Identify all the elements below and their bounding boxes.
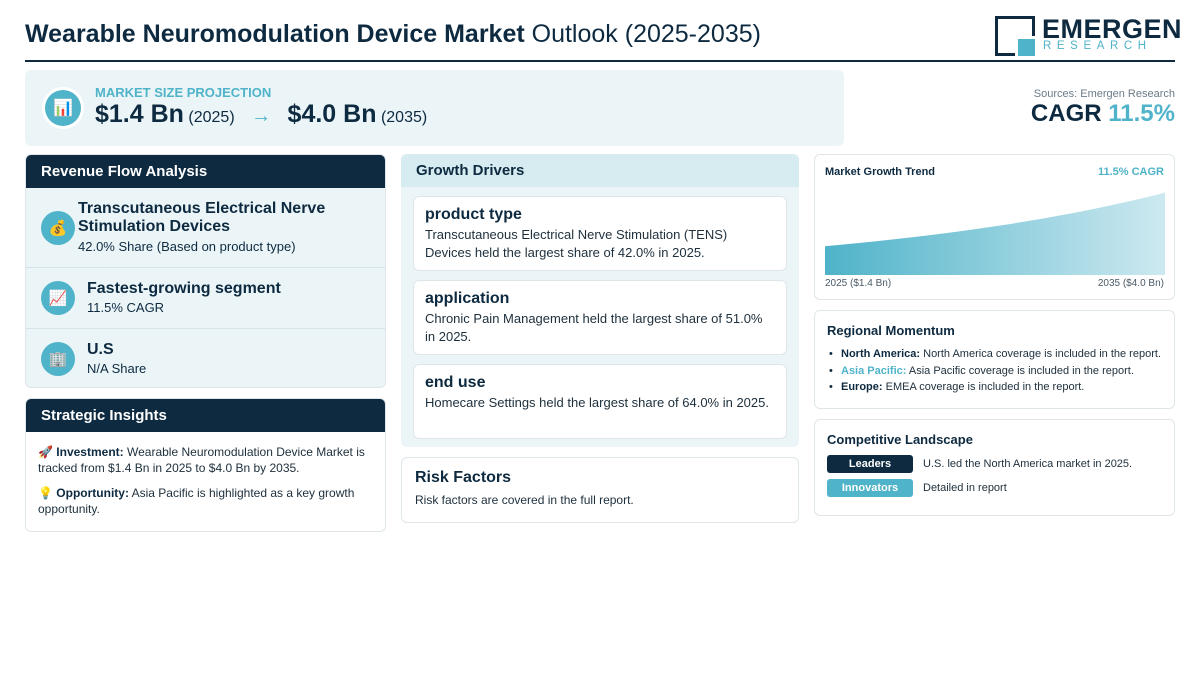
list-item: North America: North America coverage is… <box>827 346 1162 363</box>
strategic-insights-title: Strategic Insights <box>26 399 385 432</box>
bar-chart-icon: 📊 <box>45 90 81 126</box>
growth-drivers-card: Growth Drivers product type Transcutaneo… <box>401 154 799 447</box>
leaders-badge: Leaders <box>827 455 913 473</box>
page-title: Wearable Neuromodulation Device Market O… <box>25 20 761 49</box>
market-growth-trend-card: Market Growth Trend 11.5% CAGR 2025 ($1.… <box>814 154 1175 300</box>
trend-title: Market Growth Trend <box>825 166 936 178</box>
investment-text: Wearable Neuromodulation Device Market i… <box>38 445 365 475</box>
lightbulb-icon: 💡 <box>38 486 53 500</box>
emergen-logo: EMERGEN RESEARCH <box>995 14 1182 56</box>
cagr-headline: CAGR 11.5% <box>1031 100 1175 128</box>
revenue-flow-card: Revenue Flow Analysis 💰 Transcutaneous E… <box>25 154 386 388</box>
revenue-item: 💰 Transcutaneous Electrical Nerve Stimul… <box>26 188 385 267</box>
innovators-text: Detailed in report <box>923 482 1007 494</box>
driver-text: Homecare Settings held the largest share… <box>425 395 769 410</box>
region-text: North America coverage is included in th… <box>923 348 1161 360</box>
cagr-value: 11.5% <box>1108 100 1175 127</box>
trend-start-label: 2025 ($1.4 Bn) <box>825 278 892 289</box>
investment-insight: 🚀 Investment: Wearable Neuromodulation D… <box>26 444 385 476</box>
revenue-item-title: Transcutaneous Electrical Nerve Stimulat… <box>78 200 326 235</box>
revenue-item-sub: N/A Share <box>87 361 147 376</box>
revenue-item-title: U.S <box>87 341 114 358</box>
driver-title: product type <box>425 206 522 223</box>
page-title-rest: Outlook (2025-2035) <box>531 20 761 48</box>
building-icon: 🏢 <box>41 342 75 376</box>
driver-card: product type Transcutaneous Electrical N… <box>413 196 787 271</box>
trend-cagr: 11.5% CAGR <box>1097 166 1164 178</box>
money-bag-icon: 💰 <box>41 211 75 245</box>
competitive-row: Leaders U.S. led the North America marke… <box>827 455 1162 473</box>
region-label: North America: <box>841 348 921 360</box>
driver-title: application <box>425 290 510 307</box>
arrow-icon: → <box>251 105 272 127</box>
risk-factors-card: Risk Factors Risk factors are covered in… <box>401 457 799 523</box>
revenue-item: 📈 Fastest-growing segment 11.5% CAGR <box>26 267 385 328</box>
projection-values: $1.4 Bn (2025) → $4.0 Bn (2035) <box>95 100 427 129</box>
regional-momentum-title: Regional Momentum <box>827 323 955 338</box>
trend-up-icon: 📈 <box>41 281 75 315</box>
region-label: Asia Pacific: <box>841 364 907 377</box>
competitive-landscape-title: Competitive Landscape <box>827 432 973 447</box>
list-item: Europe: EMEA coverage is included in the… <box>827 379 1162 396</box>
growth-drivers-title: Growth Drivers <box>401 154 799 187</box>
driver-card: application Chronic Pain Management held… <box>413 280 787 355</box>
revenue-item-title: Fastest-growing segment <box>87 280 281 297</box>
trend-end-label: 2035 ($4.0 Bn) <box>1097 278 1164 289</box>
market-size-projection: 📊 MARKET SIZE PROJECTION $1.4 Bn (2025) … <box>25 70 844 146</box>
page-title-bold: Wearable Neuromodulation Device Market <box>25 20 525 48</box>
end-year: (2035) <box>380 109 428 126</box>
risk-factors-title: Risk Factors <box>415 469 512 486</box>
projection-label: MARKET SIZE PROJECTION <box>95 85 272 100</box>
revenue-item-sub: 11.5% CAGR <box>87 300 165 315</box>
revenue-item: 🏢 U.S N/A Share <box>26 328 385 387</box>
innovators-badge: Innovators <box>827 479 913 497</box>
start-year: (2025) <box>188 109 235 126</box>
region-label: Europe: <box>841 381 883 393</box>
end-value: $4.0 Bn <box>287 100 377 128</box>
growth-area-chart <box>825 192 1165 275</box>
opportunity-label: Opportunity: <box>56 486 129 500</box>
sources-text: Sources: Emergen Research <box>1033 88 1175 100</box>
risk-factors-text: Risk factors are covered in the full rep… <box>415 493 634 507</box>
rocket-icon: 🚀 <box>38 445 53 459</box>
region-text: EMEA coverage is included in the report. <box>885 381 1085 393</box>
cagr-label: CAGR <box>1030 100 1102 127</box>
regional-momentum-card: Regional Momentum North America: North A… <box>814 310 1175 409</box>
competitive-landscape-card: Competitive Landscape Leaders U.S. led t… <box>814 419 1175 516</box>
revenue-item-sub: 42.0% Share (Based on product type) <box>78 239 296 254</box>
logo-name: EMERGEN <box>1042 14 1183 44</box>
leaders-text: U.S. led the North America market in 202… <box>923 458 1133 470</box>
regional-list: North America: North America coverage is… <box>827 346 1162 396</box>
driver-card: end use Homecare Settings held the large… <box>413 364 787 439</box>
logo-mark-icon <box>995 16 1035 56</box>
driver-text: Transcutaneous Electrical Nerve Stimulat… <box>425 227 728 260</box>
region-text: Asia Pacific coverage is included in the… <box>908 364 1134 377</box>
page-header: Wearable Neuromodulation Device Market O… <box>25 12 1182 62</box>
revenue-flow-title: Revenue Flow Analysis <box>26 155 385 188</box>
list-item: Asia Pacific: Asia Pacific coverage is i… <box>827 363 1162 380</box>
opportunity-text: Asia Pacific is highlighted as a key gro… <box>38 486 355 516</box>
competitive-row: Innovators Detailed in report <box>827 479 1162 497</box>
start-value: $1.4 Bn <box>95 100 184 128</box>
strategic-insights-card: Strategic Insights 🚀 Investment: Wearabl… <box>25 398 386 532</box>
driver-text: Chronic Pain Management held the largest… <box>425 311 763 344</box>
investment-label: Investment: <box>56 445 124 459</box>
opportunity-insight: 💡 Opportunity: Asia Pacific is highlight… <box>26 485 385 517</box>
driver-title: end use <box>425 374 486 391</box>
logo-subtitle: RESEARCH <box>1043 40 1152 52</box>
growth-area <box>825 192 1165 275</box>
